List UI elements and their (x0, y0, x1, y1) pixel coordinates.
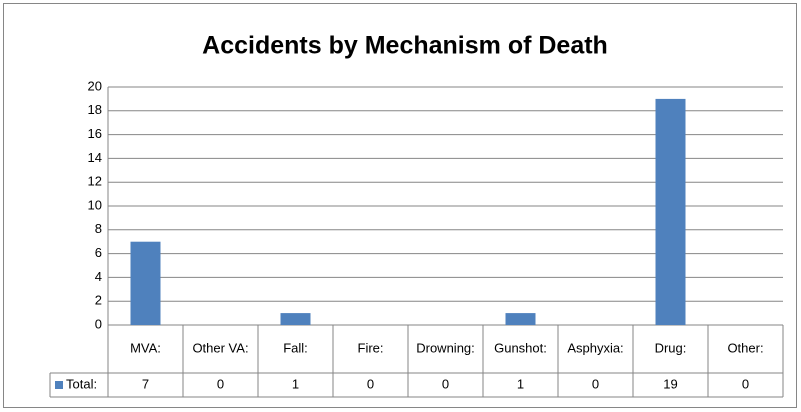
table-value: 0 (742, 376, 749, 391)
x-tick-label: Drug: (655, 340, 687, 355)
bar (505, 313, 536, 325)
x-tick-label: Fall: (283, 340, 308, 355)
bar (280, 313, 311, 325)
x-tick-label: MVA: (130, 340, 161, 355)
y-tick-label: 2 (95, 293, 102, 308)
bar (130, 241, 161, 325)
y-tick-label: 6 (95, 245, 102, 260)
y-tick-label: 0 (95, 316, 102, 331)
table-value: 1 (517, 376, 524, 391)
table-value: 0 (442, 376, 449, 391)
table-value: 0 (592, 376, 599, 391)
y-tick-label: 18 (88, 102, 102, 117)
x-tick-label: Other: (727, 340, 763, 355)
y-tick-label: 8 (95, 221, 102, 236)
y-tick-label: 20 (88, 78, 102, 93)
y-tick-label: 14 (88, 150, 102, 165)
x-tick-label: Drowning: (416, 340, 475, 355)
table-value: 7 (142, 376, 149, 391)
chart-title: Accidents by Mechanism of Death (202, 32, 608, 60)
table-value: 19 (663, 376, 677, 391)
legend-label: Total: (66, 376, 97, 391)
x-tick-label: Other VA: (192, 340, 248, 355)
legend-swatch (55, 381, 63, 389)
y-tick-label: 12 (88, 174, 102, 189)
table-value: 1 (292, 376, 299, 391)
x-tick-label: Gunshot: (494, 340, 547, 355)
y-tick-label: 16 (88, 126, 102, 141)
y-tick-label: 4 (95, 269, 102, 284)
x-tick-label: Fire: (358, 340, 384, 355)
table-value: 0 (217, 376, 224, 391)
x-tick-label: Asphyxia: (567, 340, 623, 355)
y-tick-label: 10 (88, 197, 102, 212)
table-value: 0 (367, 376, 374, 391)
bar (655, 98, 686, 326)
